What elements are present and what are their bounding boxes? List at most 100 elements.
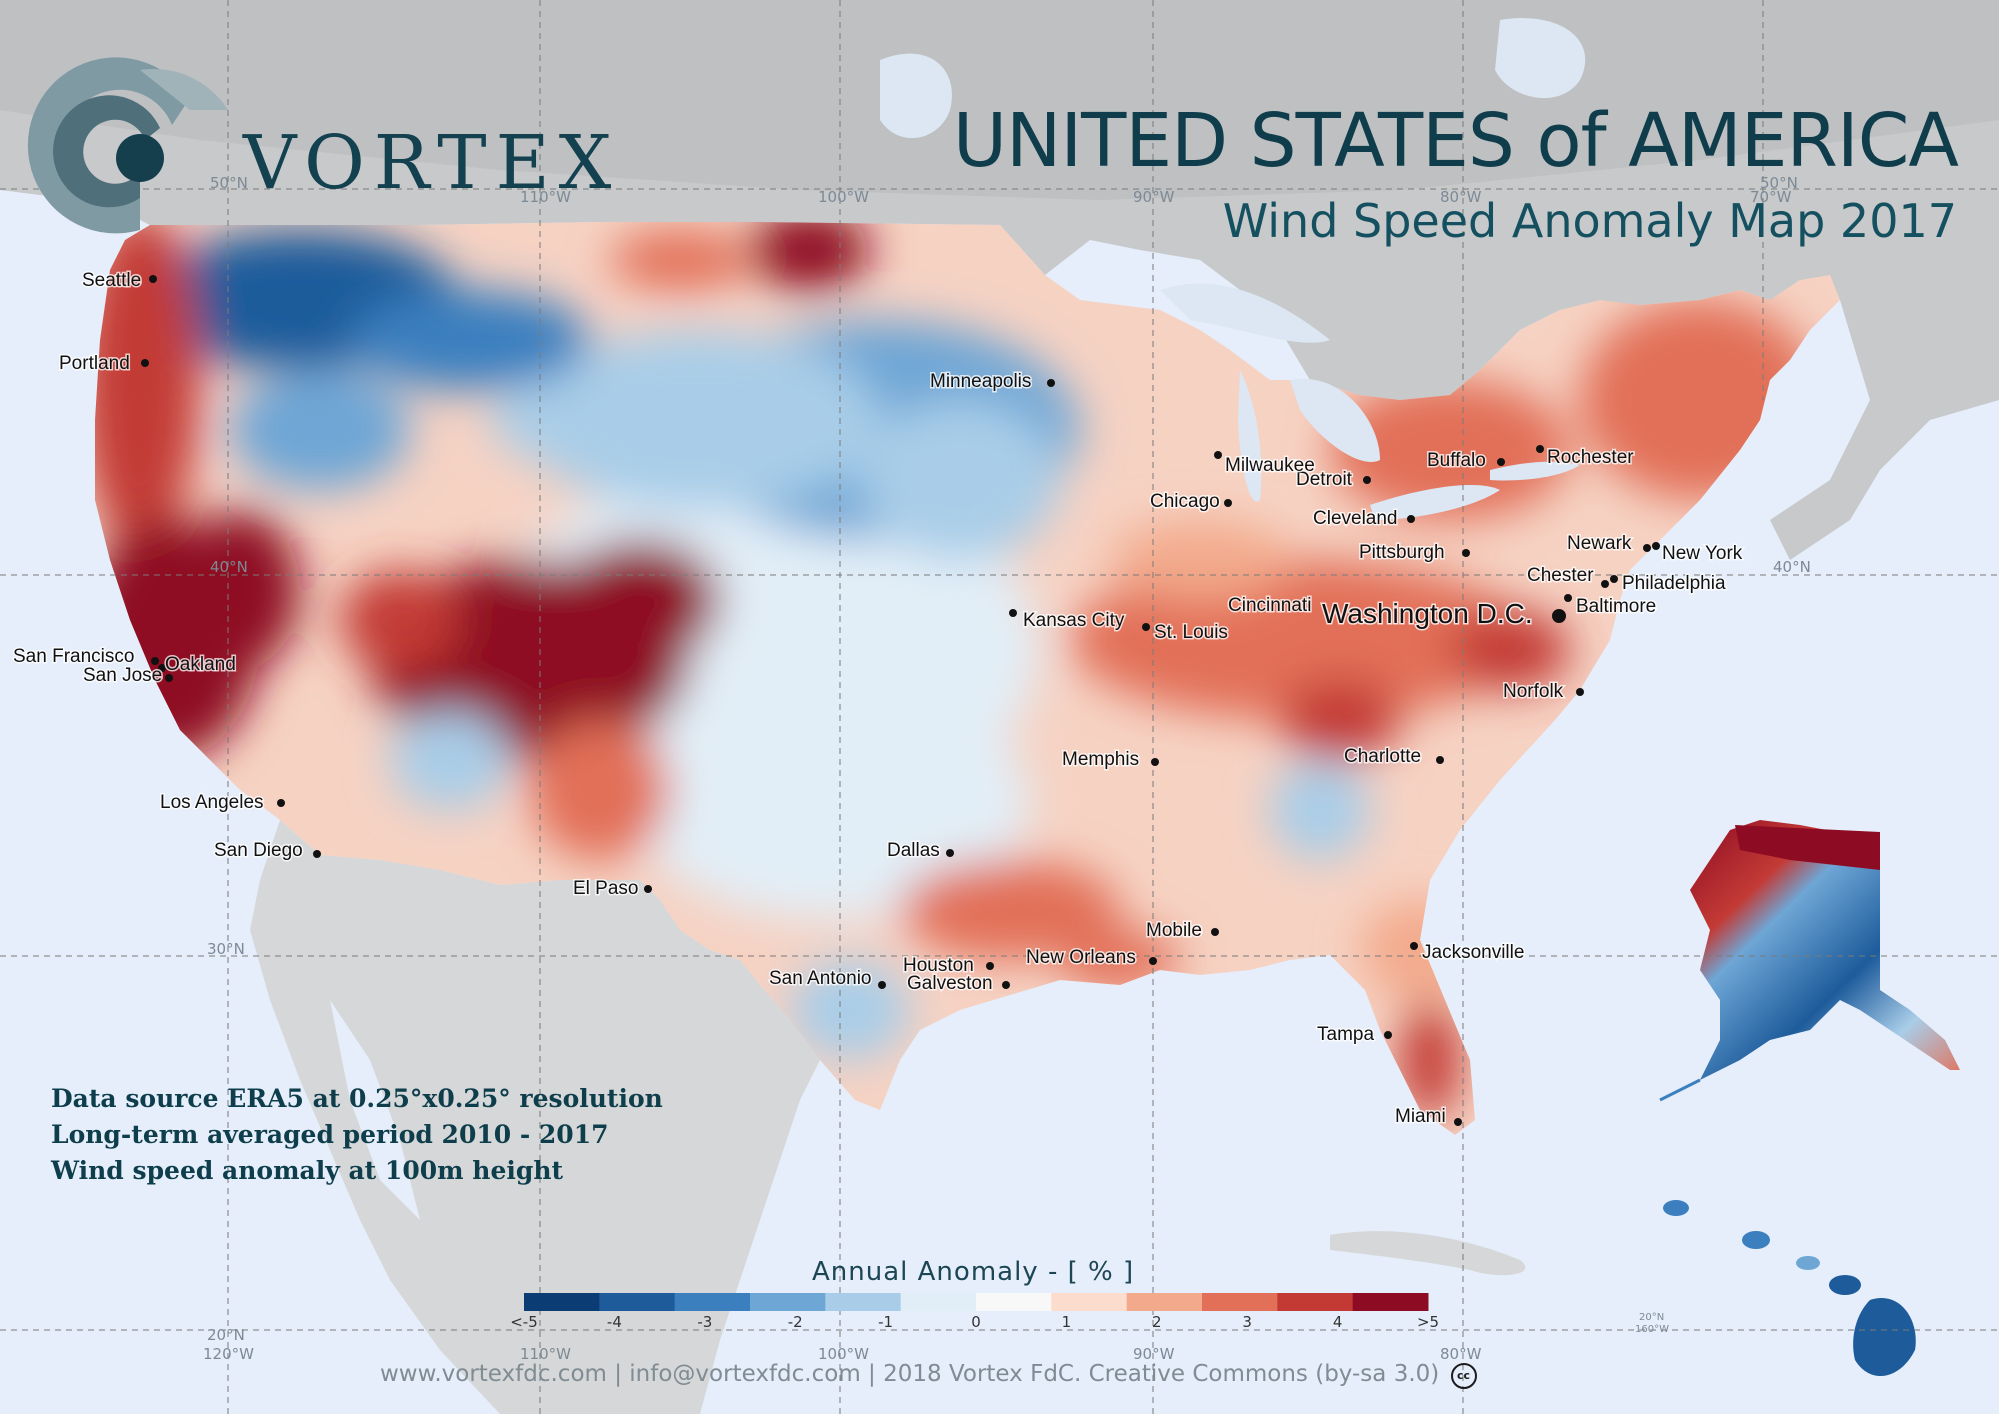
colorbar-tick-label: -4 [607, 1313, 622, 1331]
colorbar-tick-label: 0 [971, 1313, 981, 1331]
city-label: El Paso [573, 878, 638, 899]
city-label: Tampa [1317, 1024, 1374, 1045]
colorbar-swatch [825, 1293, 902, 1311]
grid-labels: 110°W 100°W 90°W 80°W 70°W 50°N 50°N 40°… [203, 174, 1811, 1363]
great-lakes [1160, 283, 1580, 520]
lon-label: 90°W [1133, 1345, 1175, 1363]
city-label: Seattle [82, 270, 141, 291]
lon-label: 100°W [818, 1345, 869, 1363]
map-title: UNITED STATES of AMERICA [952, 98, 1959, 184]
city-label: Los Angeles [160, 792, 264, 813]
city-label: Oakland [165, 654, 236, 675]
city-label: Dallas [887, 840, 940, 861]
lon-label: 70°W [1750, 188, 1792, 206]
colorbar-swatch [976, 1293, 1052, 1311]
canadian-lake [880, 53, 952, 139]
lon-label: 80°W [1440, 1345, 1482, 1363]
vortex-logo-mark [27, 57, 228, 234]
city-label: Cincinnati [1228, 595, 1311, 616]
city-label: Detroit [1296, 469, 1353, 490]
city-label: San Francisco [13, 646, 134, 667]
city-label: Chicago [1150, 491, 1220, 512]
city-label: Norfolk [1503, 681, 1564, 702]
note-period: Long-term averaged period 2010 - 2017 [51, 1120, 609, 1149]
lon-label: 90°W [1133, 188, 1175, 206]
city-dots [141, 275, 1660, 1126]
canadian-lake [1495, 18, 1586, 99]
data-notes: Data source ERA5 at 0.25°x0.25° resoluti… [51, 1081, 663, 1189]
city-label: San Diego [214, 840, 303, 861]
small-grid-label: 20°N [1639, 1312, 1664, 1323]
map-subtitle: Wind Speed Anomaly Map 2017 [1222, 194, 1957, 248]
hawaii-inset [1663, 1200, 1916, 1377]
colorbar-tick-label: <-5 [510, 1313, 538, 1331]
city-label: Charlotte [1344, 746, 1421, 767]
lon-label: 110°W [520, 188, 571, 206]
city-label: San Antonio [769, 968, 871, 989]
city-label: Buffalo [1427, 450, 1486, 471]
lat-label: 30°N [207, 940, 245, 958]
note-height: Wind speed anomaly at 100m height [51, 1156, 564, 1185]
legend-colorbar: <-5 -4 -3 -2 -1 0 1 2 3 4 >5 [510, 1293, 1439, 1331]
mexico-landmass [250, 820, 820, 1414]
city-label: Mobile [1146, 920, 1202, 941]
city-label: Chester [1527, 565, 1594, 586]
lon-label: 110°W [520, 1345, 571, 1363]
alaska-inset [1659, 820, 1960, 1102]
colorbar-swatch [524, 1293, 600, 1311]
city-labels: Seattle Portland San Francisco Oakland S… [12, 269, 1745, 1129]
city-label: St. Louis [1154, 622, 1228, 643]
lat-label: 20°N [207, 1326, 245, 1344]
colorbar-tick-label: -1 [878, 1313, 893, 1331]
colorbar-tick-label: -3 [697, 1313, 712, 1331]
city-label: Portland [59, 353, 130, 374]
city-label: Pittsburgh [1359, 542, 1445, 563]
city-label: Memphis [1062, 749, 1139, 770]
lat-label: 40°N [1773, 558, 1811, 576]
lon-label: 80°W [1440, 188, 1482, 206]
colorbar-tick-label: -2 [788, 1313, 803, 1331]
city-label: Baltimore [1576, 596, 1656, 617]
colorbar-tick-label: 2 [1152, 1313, 1162, 1331]
lat-label: 40°N [210, 558, 248, 576]
city-label: Cleveland [1313, 508, 1398, 529]
city-label: San Jose [83, 665, 162, 686]
note-data-source: Data source ERA5 at 0.25°x0.25° resoluti… [51, 1084, 663, 1113]
city-label: Houston [903, 955, 974, 976]
colorbar-tick-label: 3 [1242, 1313, 1252, 1331]
city-label: Milwaukee [1225, 455, 1315, 476]
colorbar-swatch [674, 1293, 751, 1311]
city-label: Galveston [907, 973, 993, 994]
city-label: Rochester [1547, 447, 1634, 468]
cuba [1330, 1231, 1526, 1276]
city-label: Minneapolis [930, 371, 1031, 392]
city-label: Kansas City [1023, 610, 1125, 631]
footer: www.vortexfdc.com | info@vortexfdc.com |… [380, 1361, 1477, 1389]
legend-title: Annual Anomaly - [ % ] [812, 1257, 1135, 1287]
colorbar-swatch [1126, 1293, 1203, 1311]
city-label: Jacksonville [1422, 942, 1524, 963]
creative-commons-icon: cc [1450, 1363, 1477, 1389]
footer-text: www.vortexfdc.com | info@vortexfdc.com |… [380, 1361, 1440, 1387]
colorbar-swatch [1202, 1293, 1278, 1311]
city-label: New Orleans [1026, 947, 1136, 968]
lat-label: 50°N [210, 174, 248, 192]
gulf-of-california [330, 1000, 420, 1220]
colorbar-swatch [599, 1293, 676, 1311]
colorbar-swatch [1051, 1293, 1128, 1311]
colorbar-tick-label: 4 [1333, 1313, 1343, 1331]
city-label: Philadelphia [1622, 573, 1726, 594]
lat-label: 50°N [1760, 174, 1798, 192]
colorbar-swatch [900, 1293, 977, 1311]
colorbar-swatch [1277, 1293, 1354, 1311]
brand-name: VORTEX [243, 120, 621, 206]
small-grid-label: 160°W [1635, 1324, 1669, 1335]
lon-label: 100°W [818, 188, 869, 206]
colorbar-swatch [1352, 1293, 1429, 1311]
city-label: New York [1662, 543, 1743, 564]
capital-label: Washington D.C. [1322, 598, 1533, 629]
lon-label: 120°W [203, 1345, 254, 1363]
